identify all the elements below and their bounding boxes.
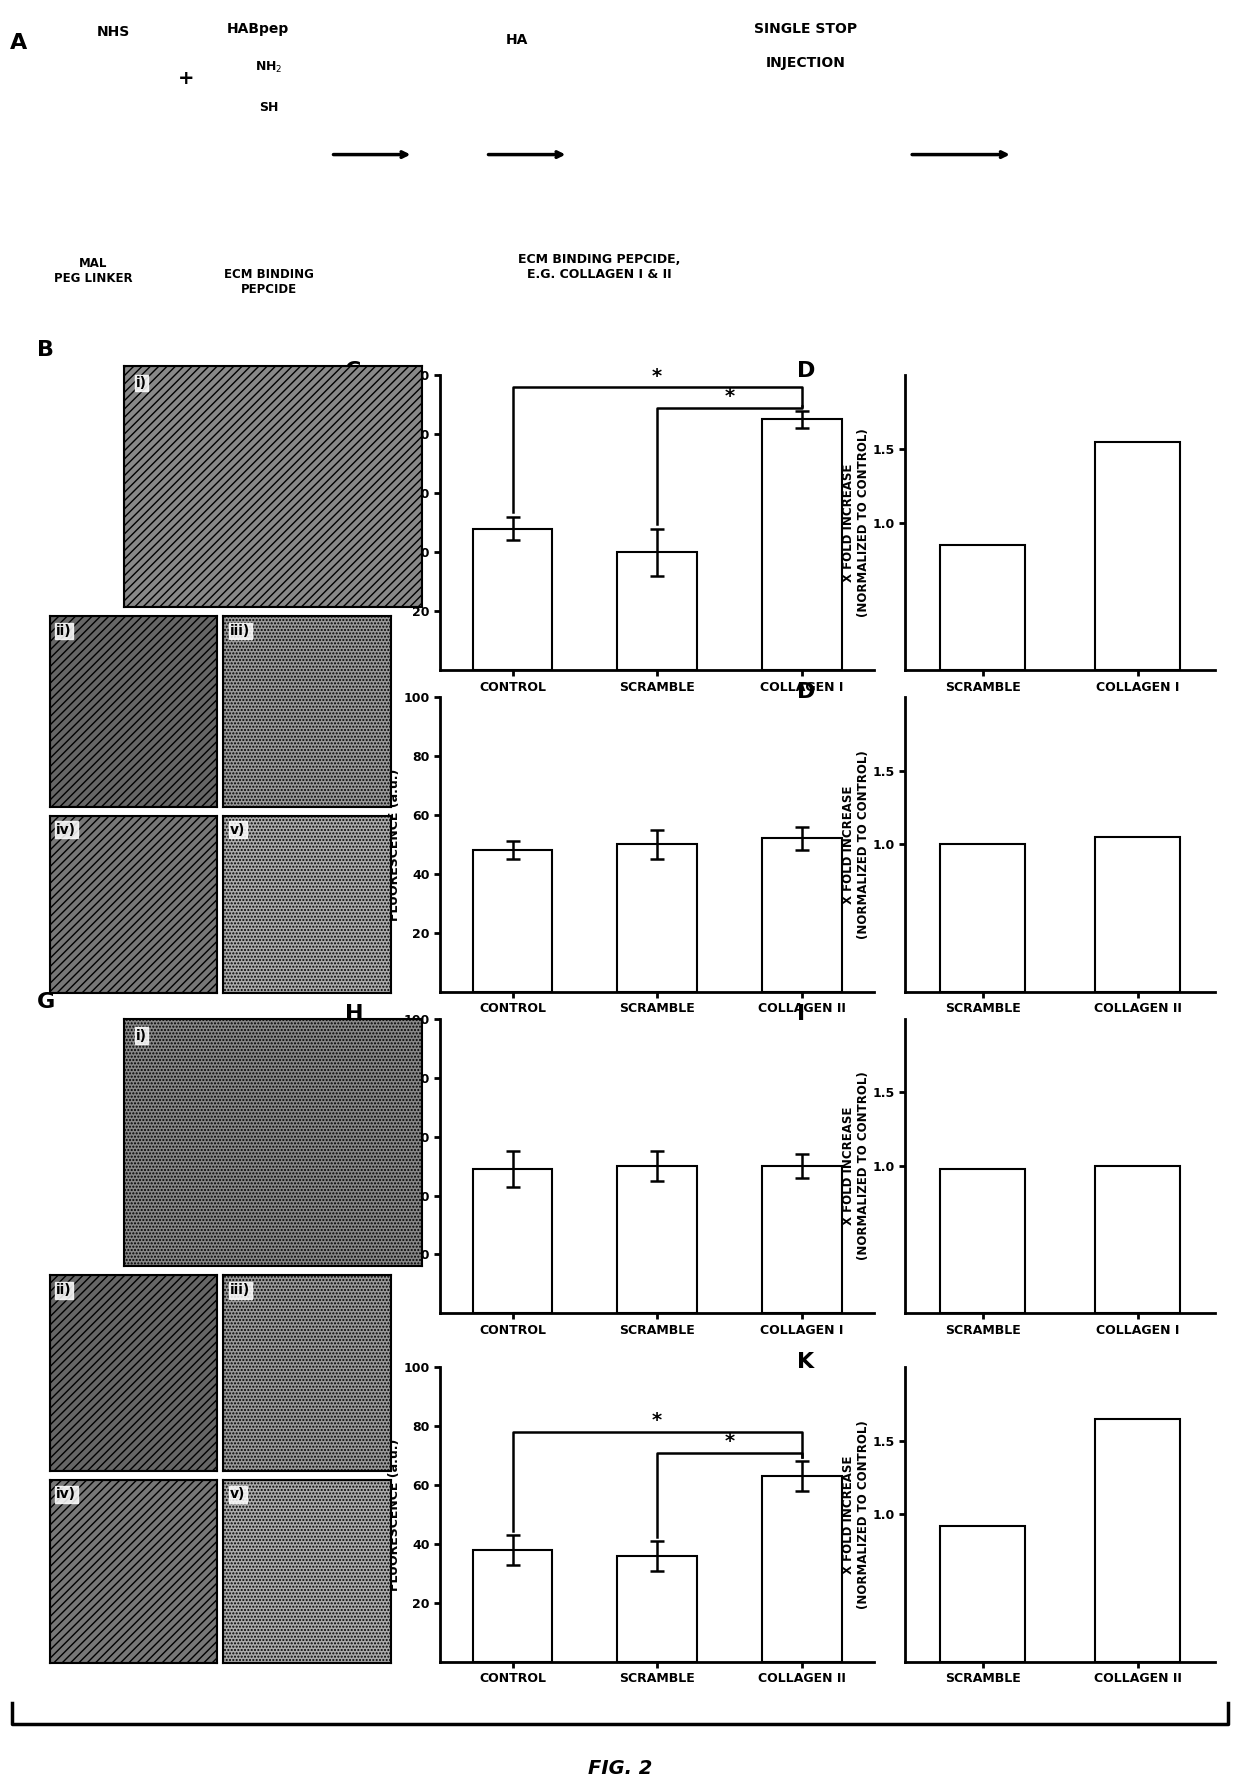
Text: i): i) <box>136 375 146 390</box>
Text: *: * <box>724 388 734 406</box>
Text: ii): ii) <box>56 624 72 638</box>
Bar <box>618 845 697 992</box>
Text: G: G <box>37 992 56 1011</box>
Text: iv): iv) <box>56 822 77 836</box>
Text: INJECTION: INJECTION <box>766 55 846 70</box>
Text: E: E <box>345 683 360 702</box>
Y-axis label: X FOLD INCREASE
(NORMALIZED TO CONTROL): X FOLD INCREASE (NORMALIZED TO CONTROL) <box>842 1072 869 1260</box>
Text: J: J <box>345 1353 353 1372</box>
Bar <box>940 845 1025 992</box>
Text: NHS: NHS <box>97 25 130 39</box>
Text: iv): iv) <box>56 1487 77 1501</box>
Text: I: I <box>796 1004 805 1024</box>
Bar <box>1095 441 1180 670</box>
Text: *: * <box>724 1431 734 1451</box>
Text: C: C <box>345 361 361 381</box>
Text: K: K <box>796 1353 813 1372</box>
Text: v): v) <box>229 1487 246 1501</box>
Bar <box>763 838 842 992</box>
Bar <box>1095 836 1180 992</box>
Text: ii): ii) <box>56 1283 72 1297</box>
Y-axis label: X FOLD INCREASE
(NORMALIZED TO CONTROL): X FOLD INCREASE (NORMALIZED TO CONTROL) <box>842 751 869 938</box>
Y-axis label: FLUORESCENCE (a.u.): FLUORESCENCE (a.u.) <box>388 447 401 599</box>
Y-axis label: X FOLD INCREASE
(NORMALIZED TO CONTROL): X FOLD INCREASE (NORMALIZED TO CONTROL) <box>842 1421 869 1608</box>
Bar <box>940 1526 1025 1662</box>
Text: H: H <box>345 1004 363 1024</box>
Bar <box>472 851 552 992</box>
Text: +: + <box>177 70 195 88</box>
Text: *: * <box>652 366 662 386</box>
Text: D: D <box>796 683 815 702</box>
Text: B: B <box>37 340 55 359</box>
Bar <box>1095 1419 1180 1662</box>
Bar <box>472 1549 552 1662</box>
Text: SINGLE STOP: SINGLE STOP <box>754 21 858 36</box>
Bar <box>763 420 842 670</box>
Text: FIG. 2: FIG. 2 <box>588 1758 652 1778</box>
Y-axis label: FLUORESCENCE (a.u.): FLUORESCENCE (a.u.) <box>388 768 401 920</box>
Text: NH$_2$: NH$_2$ <box>255 59 283 75</box>
Text: i): i) <box>136 1029 146 1042</box>
Bar <box>472 529 552 670</box>
Text: v): v) <box>229 822 246 836</box>
Bar <box>618 552 697 670</box>
Text: ECM BINDING
PEPCIDE: ECM BINDING PEPCIDE <box>223 268 314 297</box>
Y-axis label: X FOLD INCREASE
(NORMALIZED TO CONTROL): X FOLD INCREASE (NORMALIZED TO CONTROL) <box>842 429 869 617</box>
Text: iii): iii) <box>229 1283 250 1297</box>
Text: *: * <box>652 1412 662 1430</box>
Text: HABpep: HABpep <box>227 21 289 36</box>
Bar <box>763 1165 842 1313</box>
Bar <box>940 1169 1025 1313</box>
Text: iii): iii) <box>229 624 250 638</box>
Text: A: A <box>10 32 27 54</box>
Bar <box>940 545 1025 670</box>
Text: D: D <box>796 361 815 381</box>
Bar <box>1095 1165 1180 1313</box>
Text: MAL
PEG LINKER: MAL PEG LINKER <box>53 257 133 286</box>
Bar <box>763 1476 842 1662</box>
Bar <box>618 1556 697 1662</box>
Text: SH: SH <box>259 102 278 114</box>
Bar <box>618 1165 697 1313</box>
Text: ECM BINDING PEPCIDE,
E.G. COLLAGEN I & II: ECM BINDING PEPCIDE, E.G. COLLAGEN I & I… <box>518 254 681 281</box>
Text: HA: HA <box>506 32 528 46</box>
Y-axis label: FLUORESCENCE (a.u.): FLUORESCENCE (a.u.) <box>388 1439 401 1590</box>
Bar <box>472 1169 552 1313</box>
Y-axis label: FLUORESCENCE (a.u.): FLUORESCENCE (a.u.) <box>388 1090 401 1242</box>
